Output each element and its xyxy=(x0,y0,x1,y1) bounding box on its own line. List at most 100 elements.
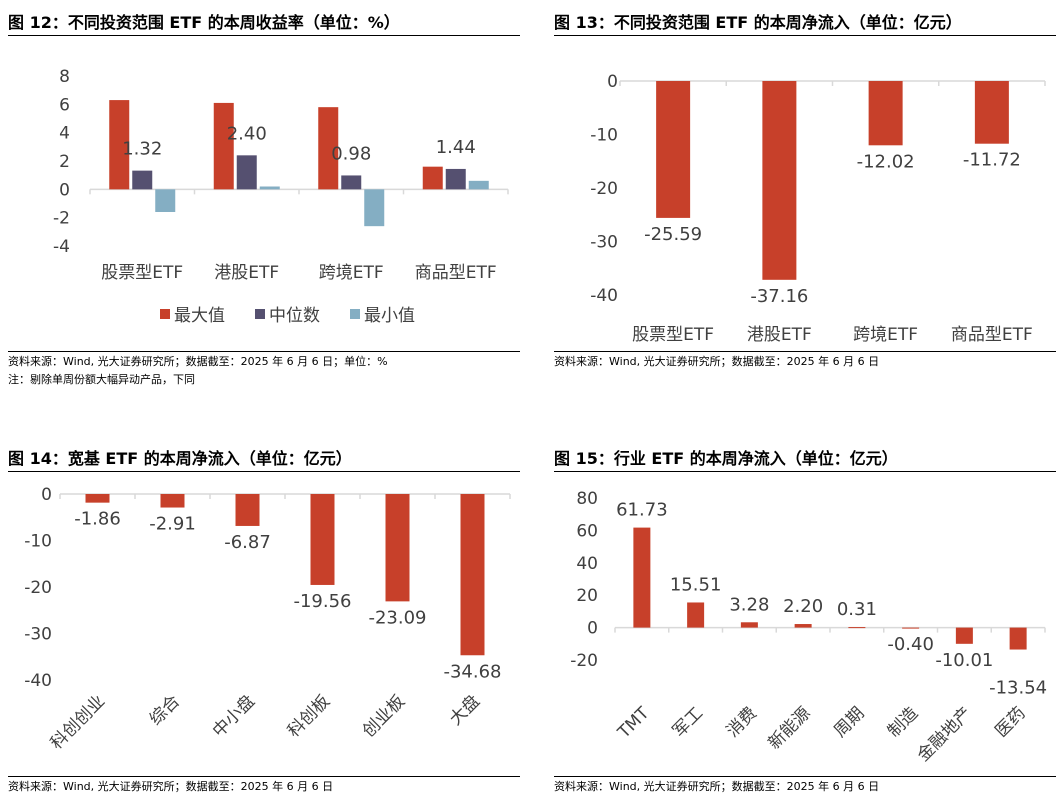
fig12-data-label: 1.32 xyxy=(122,139,162,160)
fig15-bar xyxy=(740,622,758,628)
fig15-title-rule xyxy=(554,471,1056,472)
fig14-bar xyxy=(385,494,410,602)
fig12-ytick-label: -2 xyxy=(53,209,70,229)
fig12-bar-min xyxy=(364,189,385,227)
fig13-bar xyxy=(974,81,1009,144)
fig12-bar-median xyxy=(132,170,153,190)
fig13-ytick-label: -20 xyxy=(590,179,618,199)
fig12-legend-swatch xyxy=(160,309,170,319)
fig12-data-label: 0.98 xyxy=(331,143,371,164)
fig13-ytick-label: -40 xyxy=(590,286,618,306)
fig14-data-label: -1.86 xyxy=(74,509,121,530)
fig12-category-label: 股票型ETF xyxy=(101,263,183,283)
fig12-legend-label: 最小值 xyxy=(364,306,415,326)
fig12-legend-swatch xyxy=(255,309,265,319)
fig15-category-label: 医药 xyxy=(991,703,1029,741)
fig12-ytick-label: 2 xyxy=(59,152,70,172)
fig13-data-label: -12.02 xyxy=(857,151,915,172)
fig12-category-label: 港股ETF xyxy=(214,263,279,283)
fig13-category-label: 商品型ETF xyxy=(951,325,1033,345)
fig12-title-rule xyxy=(8,35,520,36)
fig15-category-label: 消费 xyxy=(723,703,761,741)
fig14-bar xyxy=(160,494,185,508)
fig13-source-rule xyxy=(554,351,1056,352)
fig14-ytick-label: -20 xyxy=(24,578,52,598)
fig12-title: 图 12：不同投资范围 ETF 的本周收益率（单位：%） xyxy=(8,13,400,32)
fig12-source: 资料来源：Wind, 光大证券研究所；数据截至：2025 年 6 月 6 日；单… xyxy=(8,355,388,368)
fig15-ytick-label: 20 xyxy=(576,586,598,606)
fig12-ytick-label: 6 xyxy=(59,95,70,115)
fig12-ytick-label: 0 xyxy=(59,180,70,200)
fig15-category-label: 周期 xyxy=(830,703,868,741)
fig15-category-label: 金融地产 xyxy=(914,703,976,765)
fig15-bar xyxy=(955,627,973,644)
fig13-title-rule xyxy=(554,35,1056,36)
fig12-legend-swatch xyxy=(350,309,360,319)
fig14-category-label: 综合 xyxy=(146,691,184,729)
fig15-data-label: 2.20 xyxy=(783,596,823,617)
fig15-bar xyxy=(902,627,920,629)
fig12-bar-max xyxy=(109,100,130,190)
fig12-data-label: 2.40 xyxy=(227,123,267,144)
fig15-source-rule xyxy=(554,776,1056,777)
fig15-category-label: TMT xyxy=(614,703,654,743)
fig13-category-label: 跨境ETF xyxy=(853,325,918,345)
fig15-bar xyxy=(687,602,705,628)
fig14-ytick-label: 0 xyxy=(41,485,52,505)
fig15-ytick-label: 0 xyxy=(587,619,598,639)
fig14-bar xyxy=(235,494,260,526)
fig14-category-label: 大盘 xyxy=(446,691,484,729)
fig12-source-rule xyxy=(8,351,520,352)
fig12-ytick-label: -4 xyxy=(53,237,70,257)
fig12-legend-label: 中位数 xyxy=(269,306,320,326)
fig15-data-label: -10.01 xyxy=(935,650,993,671)
fig14-category-label: 创业板 xyxy=(359,691,409,741)
fig14-source: 资料来源：Wind, 光大证券研究所；数据截至：2025 年 6 月 6 日 xyxy=(8,780,334,793)
fig13-data-label: -11.72 xyxy=(963,150,1021,171)
fig12-bar-median xyxy=(445,168,466,190)
fig14-data-label: -2.91 xyxy=(149,514,196,535)
fig15-ytick-label: 80 xyxy=(576,489,598,509)
fig12-legend-label: 最大值 xyxy=(174,306,225,326)
fig13-ytick-label: 0 xyxy=(607,72,618,92)
fig12-bar-max xyxy=(422,166,443,190)
fig15-source: 资料来源：Wind, 光大证券研究所；数据截至：2025 年 6 月 6 日 xyxy=(554,780,880,793)
fig15-bar xyxy=(1009,627,1027,650)
fig13-bar xyxy=(656,81,691,218)
fig14-source-rule xyxy=(8,776,520,777)
fig13-data-label: -37.16 xyxy=(750,286,808,307)
fig14-bar xyxy=(310,494,335,585)
fig14-data-label: -34.68 xyxy=(443,661,501,682)
fig12-bar-min xyxy=(468,180,489,190)
fig14-ytick-label: -30 xyxy=(24,625,52,645)
fig14-data-label: -23.09 xyxy=(368,607,426,628)
fig14-title-rule xyxy=(8,471,520,472)
fig12-bar-median xyxy=(341,175,362,190)
fig14-ytick-label: -10 xyxy=(24,532,52,552)
fig15-data-label: 61.73 xyxy=(616,500,668,521)
fig13-category-label: 股票型ETF xyxy=(632,325,714,345)
fig12-ytick-label: 4 xyxy=(59,124,70,144)
fig12-bar-max xyxy=(213,102,234,190)
fig15-ytick-label: -20 xyxy=(570,651,598,671)
fig13-ytick-label: -30 xyxy=(590,233,618,253)
fig14-category-label: 科创板 xyxy=(284,691,334,741)
fig12-data-label: 1.44 xyxy=(436,137,476,158)
fig15-category-label: 军工 xyxy=(669,703,707,741)
fig14-data-label: -6.87 xyxy=(224,532,271,553)
fig15-data-label: -13.54 xyxy=(989,678,1047,699)
fig13-category-label: 港股ETF xyxy=(747,325,812,345)
fig13-data-label: -25.59 xyxy=(644,224,702,245)
fig12-note: 注：剔除单周份额大幅异动产品，下同 xyxy=(8,373,195,386)
fig12-ytick-label: 8 xyxy=(59,67,70,87)
fig15-data-label: -0.40 xyxy=(887,634,934,655)
fig14-ytick-label: -40 xyxy=(24,671,52,691)
fig14-category-label: 科创创业 xyxy=(47,691,109,753)
fig15-bar xyxy=(794,624,812,628)
fig15-category-label: 新能源 xyxy=(764,703,814,753)
fig12-bar-median xyxy=(236,155,257,190)
fig15-ytick-label: 60 xyxy=(576,521,598,541)
fig13-bar xyxy=(762,81,797,280)
